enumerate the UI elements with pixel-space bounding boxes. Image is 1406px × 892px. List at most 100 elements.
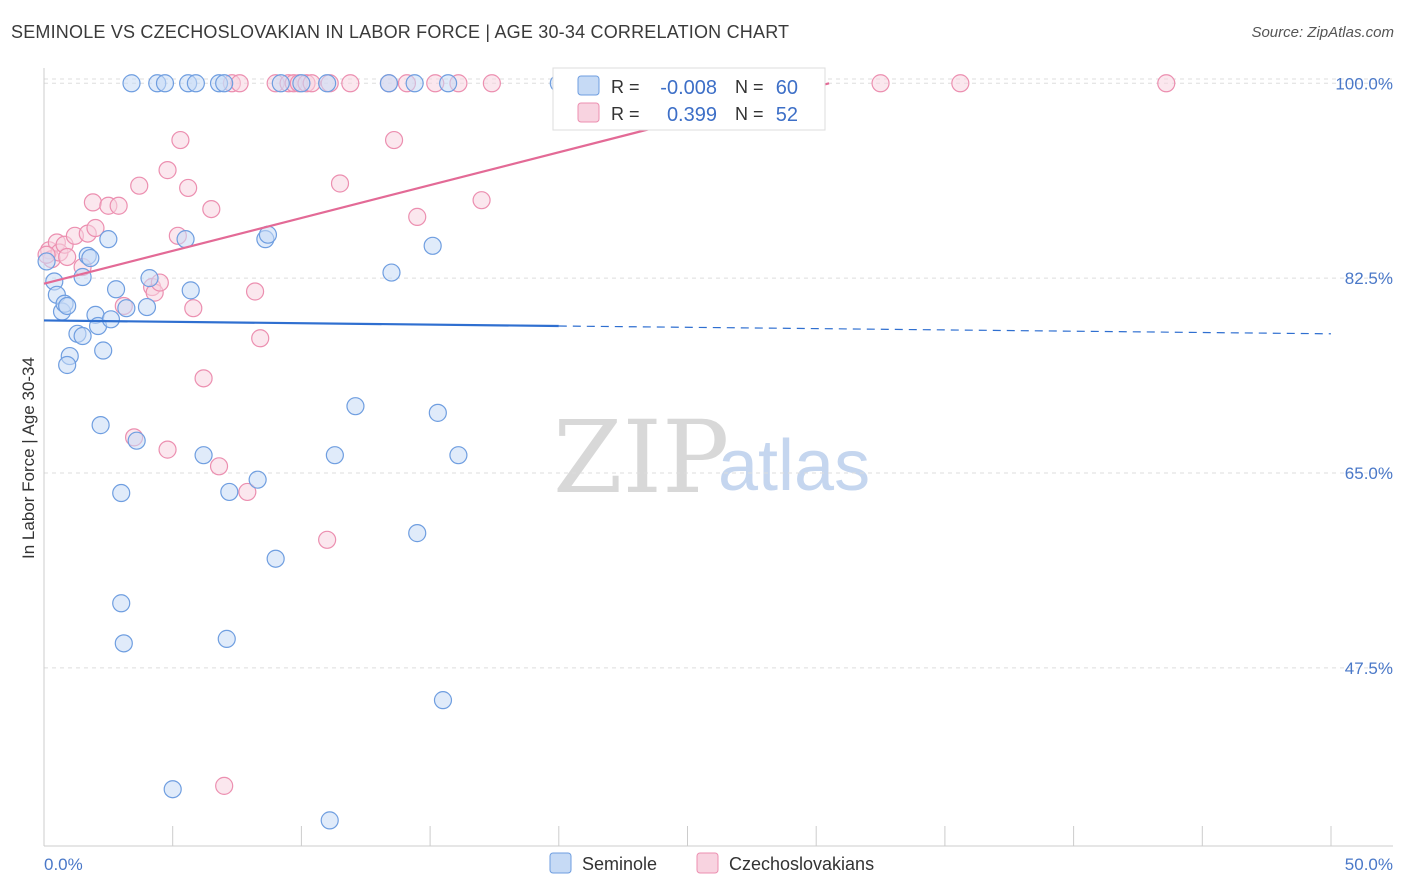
seminole-points: [37, 74, 568, 830]
seminole-point: [101, 310, 121, 329]
seminole-point: [73, 326, 92, 346]
czech-point: [171, 130, 190, 150]
y-tick-label: 100.0%: [1335, 74, 1393, 93]
seminole-point: [408, 524, 427, 543]
seminole-point: [58, 296, 77, 316]
czech-point: [158, 161, 177, 180]
czech-point: [318, 530, 337, 549]
seminole-point: [217, 629, 236, 648]
watermark-atlas: atlas: [718, 426, 870, 506]
seminole-point: [318, 74, 337, 93]
gridlines: [44, 78, 1393, 669]
source-credit: Source: ZipAtlas.com: [1251, 24, 1394, 41]
czech-point: [194, 369, 213, 388]
czech-point: [238, 482, 257, 502]
seminole-point: [346, 397, 365, 416]
seminole-point: [423, 236, 442, 255]
stats-czech-r-value: 0.399: [667, 104, 717, 126]
watermark-zip: ZIP: [553, 399, 729, 516]
seminole-trend-extension: [558, 325, 1332, 335]
czech-point: [330, 174, 350, 193]
stats-seminole-n-value: 60: [776, 77, 798, 99]
seminole-point: [320, 811, 339, 830]
czech-point: [86, 218, 105, 238]
seminole-point: [91, 416, 110, 435]
czech-point: [482, 74, 501, 93]
stats-seminole-r-label: R =: [611, 77, 640, 97]
seminole-point: [379, 74, 399, 93]
seminole-point: [137, 297, 157, 317]
seminole-point: [215, 74, 234, 93]
czech-point: [871, 74, 890, 93]
stats-box: R = -0.008 N = 60 R = 0.399 N = 52: [552, 67, 826, 131]
czech-point: [130, 176, 149, 195]
x-tick-label-min: 0.0%: [44, 855, 83, 874]
seminole-point: [405, 74, 424, 93]
seminole-point: [433, 691, 453, 710]
seminole-point: [114, 634, 133, 653]
seminole-point: [106, 280, 126, 299]
seminole-trend-line: [43, 319, 559, 328]
czech-point: [951, 74, 970, 93]
czech-point: [1157, 74, 1176, 93]
seminole-point: [140, 269, 159, 288]
y-tick-label: 47.5%: [1345, 659, 1393, 678]
seminole-point: [382, 263, 401, 282]
seminole-point: [186, 74, 205, 93]
seminole-point: [248, 470, 267, 489]
czech-point: [408, 207, 427, 226]
seminole-point: [325, 446, 344, 465]
stats-czech-n-label: N =: [735, 104, 764, 124]
czech-point: [215, 776, 234, 795]
chart-title: SEMINOLE VS CZECHOSLOVAKIAN IN LABOR FOR…: [11, 22, 790, 42]
legend: Seminole Czechoslovakians: [549, 852, 874, 874]
stats-czech-r-label: R =: [611, 104, 640, 124]
seminole-point: [194, 446, 213, 465]
czech-point: [472, 191, 491, 210]
seminole-point: [37, 252, 56, 271]
czech-point: [58, 247, 77, 267]
seminole-point: [117, 299, 136, 318]
y-tick-label: 82.5%: [1345, 269, 1393, 288]
czech-point: [209, 457, 229, 476]
stats-seminole-r-value: -0.008: [660, 77, 717, 99]
seminole-point: [439, 74, 458, 93]
seminole-point: [155, 74, 175, 93]
czech-point: [202, 199, 221, 219]
czech-point: [83, 193, 103, 212]
seminole-point: [220, 482, 239, 502]
seminole-point: [428, 403, 447, 422]
seminole-point: [99, 230, 118, 249]
stats-seminole-n-label: N =: [735, 77, 764, 97]
czech-point: [341, 74, 360, 93]
seminole-point: [112, 483, 131, 503]
stats-seminole-swatch: [577, 75, 600, 96]
seminole-point: [122, 74, 141, 93]
czech-point: [251, 329, 270, 348]
y-tick-label: 65.0%: [1345, 464, 1393, 483]
seminole-point: [58, 355, 77, 375]
legend-seminole-swatch: [549, 852, 572, 874]
czech-point: [245, 282, 265, 301]
legend-czech-label: Czechoslovakians: [729, 854, 874, 874]
czech-point: [109, 196, 128, 215]
seminole-point: [127, 431, 146, 450]
stats-czech-n-value: 52: [776, 104, 798, 126]
x-tick-label-max: 50.0%: [1345, 855, 1393, 874]
legend-seminole-label: Seminole: [582, 854, 657, 874]
legend-czech-swatch: [696, 852, 719, 874]
czech-point: [179, 178, 198, 198]
czech-point: [230, 74, 249, 93]
czech-point: [384, 130, 404, 150]
czech-point: [184, 299, 203, 318]
seminole-point: [181, 281, 200, 300]
seminole-point: [94, 341, 113, 360]
seminole-point: [266, 549, 285, 568]
seminole-point: [112, 594, 131, 613]
seminole-point: [271, 74, 290, 93]
y-axis-label: In Labor Force | Age 30-34: [19, 357, 38, 559]
czech-point: [158, 440, 177, 459]
axes: 47.5% 65.0% 82.5% 100.0%: [43, 68, 1393, 847]
seminole-point: [449, 446, 468, 465]
